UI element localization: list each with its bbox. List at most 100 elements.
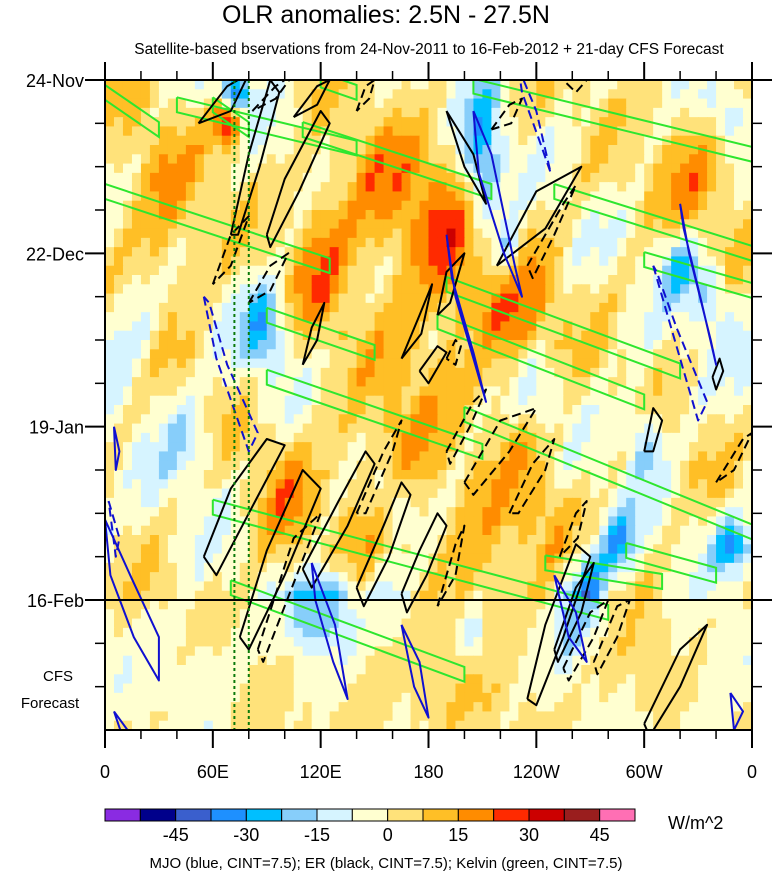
olr-cell: [734, 377, 744, 388]
olr-cell: [473, 488, 484, 499]
olr-cell: [716, 627, 726, 638]
olr-cell: [518, 237, 528, 248]
olr-cell: [509, 358, 519, 369]
olr-cell: [167, 228, 178, 239]
olr-cell: [617, 507, 627, 518]
olr-cell: [599, 525, 609, 536]
olr-cell: [743, 414, 752, 425]
olr-cell: [509, 470, 519, 480]
olr-cell: [608, 200, 618, 211]
olr-cell: [329, 210, 340, 220]
olr-cell: [266, 665, 277, 675]
olr-cell: [176, 414, 187, 425]
olr-cell: [248, 256, 259, 267]
olr-cell: [428, 89, 439, 100]
olr-cell: [680, 581, 690, 592]
olr-cell: [572, 340, 582, 350]
olr-cell: [158, 200, 169, 211]
olr-cell: [239, 312, 250, 323]
olr-cell: [734, 609, 744, 620]
olr-cell: [437, 423, 448, 434]
olr-cell: [653, 163, 663, 174]
olr-cell: [167, 107, 178, 118]
olr-cell: [518, 377, 528, 388]
olr-cell: [266, 330, 277, 341]
olr-cell: [473, 581, 484, 592]
olr-cell: [545, 293, 555, 304]
olr-cell: [563, 590, 573, 601]
olr-cell: [203, 516, 214, 527]
olr-cell: [212, 256, 223, 267]
olr-cell: [320, 145, 331, 155]
olr-cell: [239, 237, 250, 248]
olr-cell: [626, 237, 636, 248]
olr-cell: [563, 367, 573, 378]
olr-cell: [248, 618, 259, 629]
olr-cell: [554, 646, 564, 657]
olr-cell: [707, 414, 717, 425]
olr-cell: [725, 646, 735, 657]
olr-cell: [680, 377, 690, 388]
olr-cell: [428, 228, 439, 239]
olr-cell: [599, 145, 609, 155]
olr-cell: [698, 358, 708, 369]
olr-cell: [725, 488, 735, 499]
olr-cell: [689, 200, 699, 211]
olr-cell: [266, 674, 277, 685]
olr-cell: [113, 674, 124, 685]
olr-cell: [392, 265, 403, 276]
olr-cell: [608, 321, 618, 332]
olr-cell: [419, 470, 430, 480]
olr-cell: [734, 219, 744, 230]
olr-cell: [401, 507, 412, 518]
olr-cell: [446, 395, 457, 406]
olr-cell: [105, 432, 115, 443]
olr-cell: [617, 219, 627, 230]
olr-cell: [140, 98, 151, 109]
olr-cell: [455, 237, 466, 248]
olr-cell: [446, 432, 457, 443]
olr-cell: [176, 302, 187, 313]
olr-cell: [644, 637, 654, 648]
olr-cell: [176, 702, 187, 713]
olr-cell: [356, 219, 367, 230]
olr-cell: [356, 646, 367, 657]
olr-cell: [248, 302, 259, 313]
olr-cell: [671, 600, 681, 610]
olr-cell: [725, 702, 735, 713]
olr-cell: [572, 674, 582, 685]
olr-cell: [356, 627, 367, 638]
olr-cell: [527, 535, 537, 545]
olr-cell: [374, 275, 385, 285]
olr-cell: [464, 692, 475, 703]
olr-cell: [428, 627, 439, 638]
olr-cell: [338, 627, 349, 638]
olr-cell: [105, 377, 115, 388]
olr-cell: [446, 470, 457, 480]
olr-cell: [203, 247, 214, 258]
olr-cell: [743, 581, 752, 592]
olr-cell: [185, 237, 196, 248]
olr-cell: [302, 293, 313, 304]
olr-cell: [140, 535, 151, 545]
olr-cell: [140, 210, 151, 220]
olr-cell: [626, 665, 636, 675]
olr-cell: [455, 182, 466, 193]
olr-cell: [401, 163, 412, 174]
olr-cell: [725, 581, 735, 592]
olr-cell: [392, 135, 403, 146]
olr-cell: [599, 275, 609, 285]
olr-cell: [635, 711, 645, 722]
olr-cell: [275, 367, 286, 378]
olr-cell: [203, 163, 214, 174]
olr-cell: [599, 126, 609, 137]
olr-cell: [105, 219, 115, 230]
olr-cell: [212, 423, 223, 434]
olr-cell: [374, 414, 385, 425]
olr-cell: [482, 117, 493, 128]
olr-cell: [185, 535, 196, 545]
olr-cell: [365, 117, 376, 128]
olr-cell: [320, 618, 331, 629]
olr-cell: [329, 265, 340, 276]
olr-cell: [707, 210, 717, 220]
